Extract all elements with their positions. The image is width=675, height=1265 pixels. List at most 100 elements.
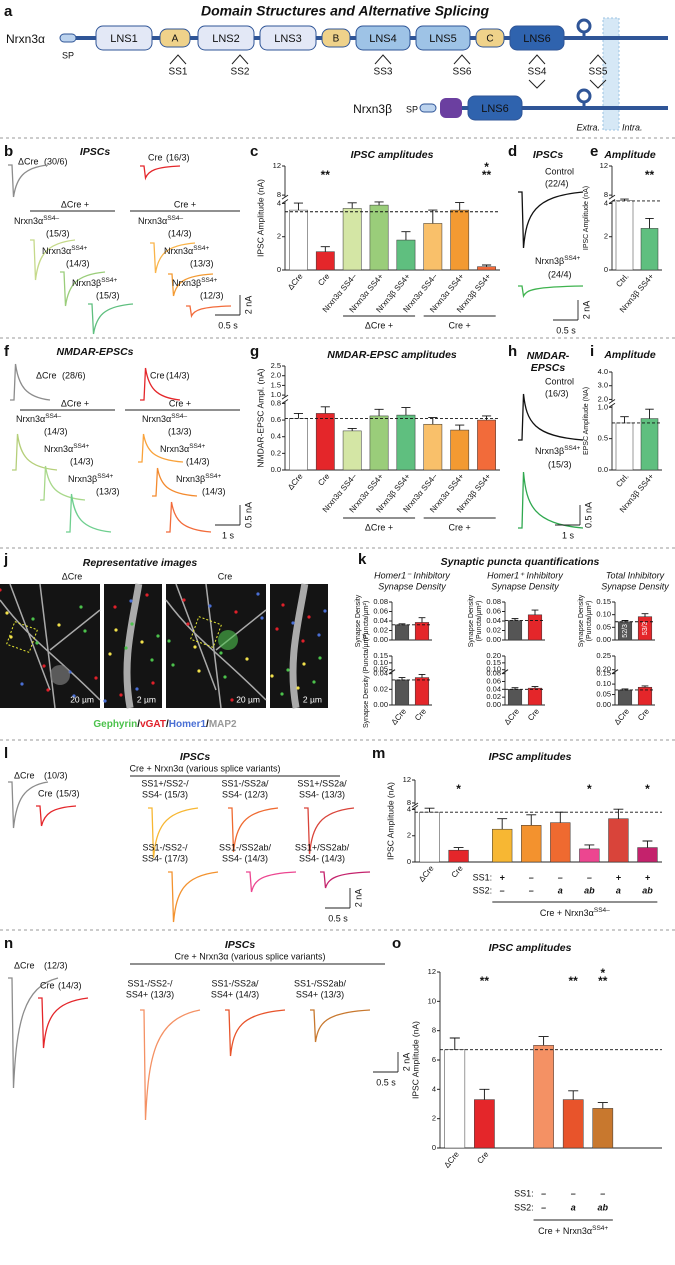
axis-break: [281, 399, 289, 404]
label-sup: SS4+: [71, 245, 87, 252]
bar: [579, 848, 600, 863]
puncta: [119, 693, 123, 697]
error-bar: [293, 202, 304, 211]
trace-n: (30/6): [44, 156, 68, 166]
domain-label: LNS6: [523, 33, 551, 45]
panel-title: NMDAR-: [527, 350, 570, 362]
trace-n: (15/3): [548, 459, 572, 469]
significance: **: [480, 974, 490, 988]
group-label: Cre +: [449, 320, 471, 330]
bar: [369, 415, 389, 471]
chart-title: IPSC amplitudes: [351, 149, 434, 161]
panel-letter: j: [3, 551, 8, 568]
group-label: Cre +: [169, 398, 191, 408]
puncta: [307, 615, 311, 619]
puncta: [223, 675, 227, 679]
domain-label: LNS3: [274, 33, 302, 45]
y-tick-label: 0.05: [596, 690, 611, 699]
trace-n: (12/3): [44, 960, 68, 970]
y-tick-label: 2: [604, 232, 608, 241]
error-bar: [641, 613, 649, 617]
y-axis-label: IPSC Amplitude (nA): [410, 1021, 420, 1099]
x-tick-label: Cre: [316, 471, 332, 487]
domain-box: [475, 28, 505, 48]
chart-title: Amplitude: [603, 349, 655, 361]
y-axis-label: (Puncta/µm²): [586, 601, 593, 642]
cell-body: [218, 630, 238, 650]
puncta: [31, 617, 35, 621]
panel-letter: n: [4, 935, 13, 952]
trace-n: (15/3): [56, 788, 80, 798]
legend-separator: /: [137, 719, 140, 730]
panel-letter: g: [250, 343, 259, 360]
splice-label: SS5: [589, 67, 608, 78]
puncta: [323, 609, 327, 613]
dendrite: [289, 583, 309, 709]
y-tick-label: 0.02: [373, 625, 388, 634]
trace-label: Nrxn3βSS4+: [68, 473, 113, 484]
error-bar: [455, 202, 465, 211]
panel-title: IPSCs: [80, 146, 111, 158]
puncta: [124, 646, 128, 650]
label-base: Nrxn3β: [535, 256, 564, 266]
label-base: Nrxn3α: [44, 444, 73, 454]
error-bar: [481, 264, 492, 267]
puncta: [234, 610, 238, 614]
splice-label: SS1: [169, 67, 188, 78]
puncta: [79, 605, 83, 609]
x-tick-label: ΔCre: [417, 863, 436, 883]
domain-box: [197, 25, 255, 51]
bar: [414, 677, 430, 706]
domain-label: LNS2: [212, 33, 240, 45]
trace-label: SS1+/SS2ab/: [295, 842, 350, 852]
error-bar: [613, 808, 624, 819]
y-tick-label: 0.15: [596, 597, 611, 606]
error-bar: [645, 408, 654, 419]
puncta: [171, 663, 175, 667]
splice-label: SS4: [528, 67, 547, 78]
panel-title: Synaptic puncta quantifications: [441, 556, 600, 568]
trace: [8, 781, 49, 829]
y-tick-label: 0.10: [596, 679, 611, 688]
trace: [152, 467, 198, 497]
sp-label: SP: [406, 104, 418, 114]
trace-label: SS4+ (13/3): [296, 989, 344, 999]
dendrite: [165, 583, 267, 709]
puncta: [140, 640, 144, 644]
y-axis-label: Synapse Density: [355, 594, 362, 647]
error-bar: [455, 424, 465, 431]
trace: [10, 363, 51, 401]
axis-break: [608, 402, 616, 408]
puncta: [114, 628, 118, 632]
trace: [66, 493, 112, 533]
scale-label: 20 µm: [236, 694, 260, 704]
y-tick-label: 0.02: [486, 625, 501, 634]
panel-subtitle: Cre + Nrxn3α (various splice variants): [174, 951, 325, 961]
y-tick-label: 10: [428, 996, 436, 1005]
scale-label: 2 nA: [243, 296, 253, 315]
trace: [304, 807, 355, 855]
y-tick-label: 0.00: [373, 635, 388, 644]
group-label: Cre + Nrxn3αSS4–: [540, 907, 610, 918]
x-tick-label: ΔCre: [390, 706, 409, 726]
row-label: SS1:: [473, 872, 493, 882]
trace: [228, 807, 279, 853]
domain-box: [159, 28, 191, 48]
bar: [640, 418, 659, 471]
y-tick-label: 1.0: [271, 390, 281, 399]
axis-break: [281, 194, 289, 200]
error-bar: [449, 1037, 460, 1050]
bar: [608, 818, 629, 863]
bar: [521, 825, 542, 863]
x-tick-label: ΔCre: [503, 706, 522, 726]
bar: [474, 1099, 495, 1149]
puncta: [108, 652, 112, 656]
error-bar: [620, 198, 629, 201]
panel-letter: o: [392, 935, 401, 952]
trace-n: (10/3): [44, 770, 68, 780]
label-sup: SS4–: [43, 215, 59, 222]
scale-label: 2 µm: [137, 694, 156, 704]
bar: [450, 429, 470, 471]
panel-letter: f: [4, 343, 10, 360]
